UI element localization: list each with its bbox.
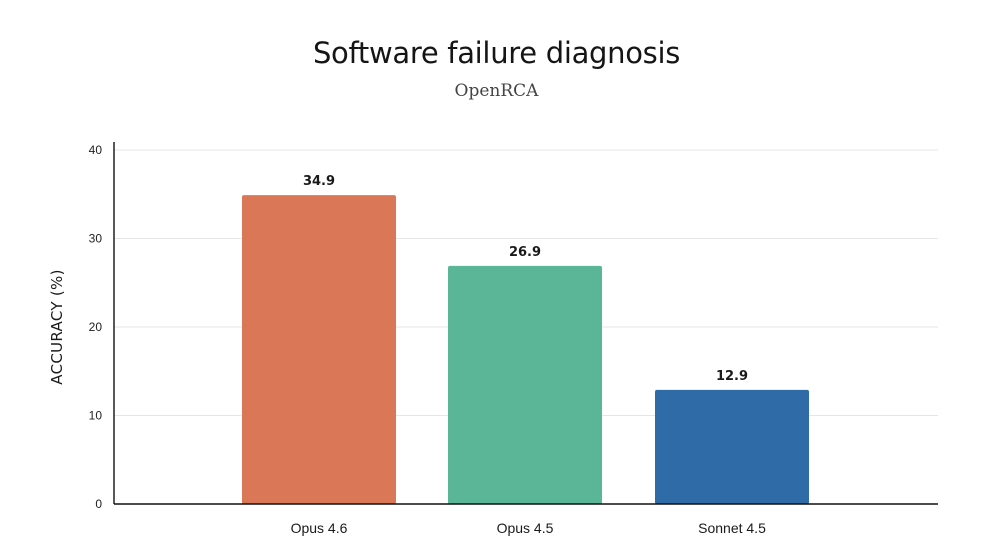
y-tick-label: 20 bbox=[89, 320, 103, 334]
category-label: Opus 4.5 bbox=[497, 520, 554, 536]
x-axis-categories: Opus 4.6 Opus 4.5 Sonnet 4.5 bbox=[291, 520, 766, 536]
y-tick-label: 40 bbox=[89, 143, 103, 157]
chart-subtitle: OpenRCA bbox=[454, 81, 539, 101]
bar-sonnet-4-5 bbox=[655, 389, 809, 504]
y-tick-label: 0 bbox=[95, 497, 102, 511]
y-axis-ticks: 0 10 20 30 40 bbox=[89, 143, 103, 511]
y-tick-label: 10 bbox=[89, 409, 103, 423]
value-label: 34.9 bbox=[303, 174, 335, 189]
category-label: Sonnet 4.5 bbox=[698, 520, 766, 536]
value-label: 26.9 bbox=[509, 245, 541, 260]
category-label: Opus 4.6 bbox=[291, 520, 348, 536]
chart-title: Software failure diagnosis bbox=[312, 36, 681, 70]
bar-opus-4-5 bbox=[448, 265, 602, 504]
value-label: 12.9 bbox=[716, 369, 748, 384]
bars bbox=[242, 195, 809, 504]
value-labels: 34.9 26.9 12.9 bbox=[303, 174, 748, 384]
y-axis-title: ACCURACY (%) bbox=[48, 269, 66, 384]
bar-opus-4-6 bbox=[242, 195, 396, 504]
y-tick-label: 30 bbox=[89, 232, 103, 246]
